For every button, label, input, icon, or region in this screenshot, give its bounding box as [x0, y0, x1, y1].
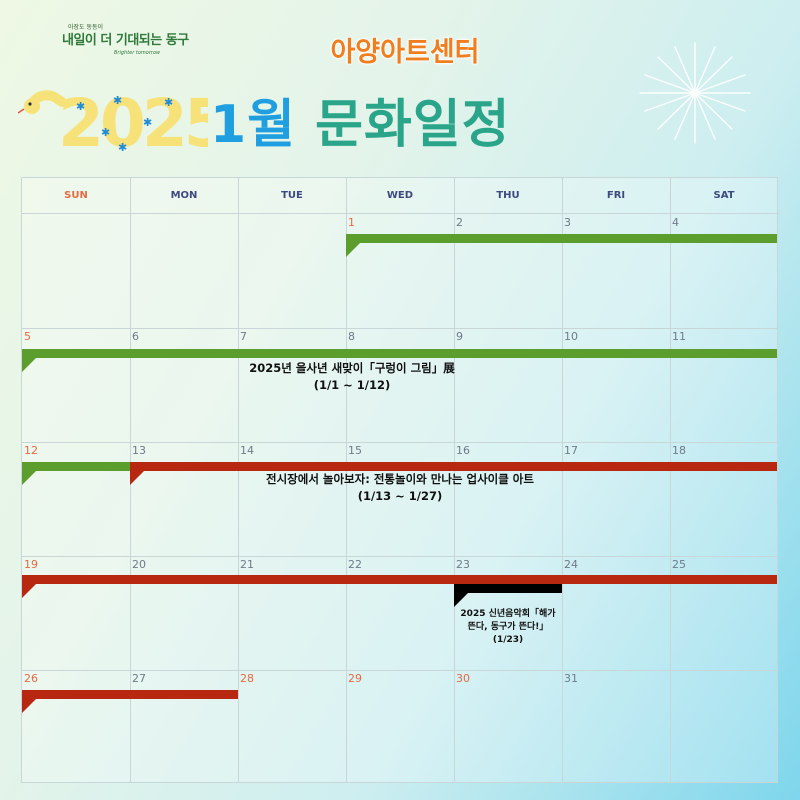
weekday-header-row: SUN MON TUE WED THU FRI SAT	[22, 178, 779, 214]
weekday-tue: TUE	[281, 190, 303, 201]
day-number[interactable]: 18	[672, 444, 686, 457]
venue-name: 아양아트센터	[330, 37, 480, 69]
day-number[interactable]: 12	[24, 444, 38, 457]
logo-sub-text: Brighter tomorrow	[114, 50, 161, 56]
fireworks-icon	[639, 42, 751, 144]
year-2025-snake-art: 2025 ✱ ✱ ✱ ✱ ✱ ✱	[18, 85, 208, 156]
weekday-sat: SAT	[713, 190, 735, 201]
event-bar-snake-exhibit[interactable]	[346, 234, 777, 243]
event-bar-play-exhibit[interactable]	[130, 462, 777, 471]
day-number[interactable]: 24	[564, 558, 578, 571]
day-number[interactable]: 5	[24, 330, 31, 343]
event-tab-play-exhibit-week5	[22, 699, 36, 713]
title-label: 문화일정	[315, 95, 511, 155]
day-number[interactable]: 25	[672, 558, 686, 571]
day-number[interactable]: 13	[132, 444, 146, 457]
grid-row-divider	[22, 442, 777, 443]
grid-column-divider	[669, 178, 671, 782]
weekday-mon: MON	[170, 190, 198, 201]
day-number[interactable]: 16	[456, 444, 470, 457]
event-title-snake-exhibit[interactable]: 2025년 을사년 새맞이「구렁이 그림」展	[249, 361, 455, 375]
grid-row-divider	[22, 670, 777, 671]
day-number[interactable]: 9	[456, 330, 463, 343]
day-number[interactable]: 30	[456, 672, 470, 685]
calendar-grid: SUN MON TUE WED THU FRI SAT 1 2 3 4 5 6 7 8 9 10 1…	[21, 177, 779, 783]
day-number[interactable]: 11	[672, 330, 686, 343]
day-number[interactable]: 1	[348, 216, 355, 229]
event-bar-concert[interactable]	[454, 584, 562, 593]
grid-column-divider	[561, 178, 563, 782]
day-number[interactable]: 26	[24, 672, 38, 685]
event-title-play-exhibit[interactable]: 전시장에서 놀아보자: 전통놀이와 만나는 업사이클 아트	[266, 472, 534, 486]
weekday-sun: SUN	[64, 190, 88, 201]
day-number[interactable]: 28	[240, 672, 254, 685]
event-date-concert: (1/23)	[492, 635, 524, 645]
day-number[interactable]: 4	[672, 216, 679, 229]
day-number[interactable]: 8	[348, 330, 355, 343]
grid-column-divider	[345, 178, 347, 782]
month-label: 1월	[210, 95, 297, 155]
event-tab-concert	[454, 593, 468, 607]
event-title-concert-line2[interactable]: 뜬다, 동구가 뜬다!」	[467, 622, 549, 632]
header: 아장도 동동이 내일이 더 기대되는 동구 Brighter tomorrow …	[0, 0, 800, 175]
grid-row-divider	[22, 556, 777, 557]
day-number[interactable]: 19	[24, 558, 38, 571]
weekday-fri: FRI	[606, 190, 626, 201]
event-bar-play-exhibit-week4[interactable]	[22, 575, 777, 584]
logo-main-text: 내일이 더 기대되는 동구	[62, 33, 189, 48]
svg-text:✱: ✱	[113, 94, 122, 107]
svg-text:✱: ✱	[76, 100, 85, 113]
event-period-snake-exhibit: (1/1 ~ 1/12)	[313, 378, 391, 392]
event-bar-snake-exhibit-week3[interactable]	[22, 462, 130, 471]
svg-text:✱: ✱	[118, 141, 127, 154]
day-number[interactable]: 27	[132, 672, 146, 685]
event-bar-snake-exhibit-week2[interactable]	[22, 349, 777, 358]
day-number[interactable]: 29	[348, 672, 362, 685]
day-number[interactable]: 17	[564, 444, 578, 457]
event-tab-play-exhibit-week4	[22, 584, 36, 598]
day-number[interactable]: 3	[564, 216, 571, 229]
day-number[interactable]: 2	[456, 216, 463, 229]
event-tab-play-exhibit	[130, 471, 144, 485]
event-tab-snake-exhibit-week3	[22, 471, 36, 485]
day-number[interactable]: 23	[456, 558, 470, 571]
event-period-play-exhibit: (1/13 ~ 1/27)	[357, 489, 443, 503]
svg-text:✱: ✱	[164, 96, 173, 109]
event-tab-snake-exhibit-week2	[22, 358, 36, 372]
grid-row-divider	[22, 328, 777, 329]
year-text: 2025	[58, 85, 208, 156]
day-number[interactable]: 22	[348, 558, 362, 571]
svg-text:✱: ✱	[101, 126, 110, 139]
day-number[interactable]: 21	[240, 558, 254, 571]
weekday-wed: WED	[386, 190, 414, 201]
grid-column-divider	[237, 178, 239, 782]
event-tab-snake-exhibit	[346, 243, 360, 257]
weekday-thu: THU	[496, 190, 520, 201]
day-number[interactable]: 6	[132, 330, 139, 343]
day-number[interactable]: 10	[564, 330, 578, 343]
dong-gu-logo: 아장도 동동이 내일이 더 기대되는 동구 Brighter tomorrow	[62, 22, 189, 62]
day-number[interactable]: 14	[240, 444, 254, 457]
event-bar-play-exhibit-week5[interactable]	[22, 690, 238, 699]
logo-small-text: 아장도 동동이	[68, 24, 104, 31]
event-title-concert-line1[interactable]: 2025 신년음악회「해가	[460, 609, 556, 619]
grid-column-divider	[453, 178, 455, 782]
day-number[interactable]: 15	[348, 444, 362, 457]
day-number[interactable]: 7	[240, 330, 247, 343]
page-title: 1월 문화일정	[210, 82, 511, 157]
svg-text:✱: ✱	[143, 116, 152, 129]
day-number[interactable]: 20	[132, 558, 146, 571]
day-number[interactable]: 31	[564, 672, 578, 685]
